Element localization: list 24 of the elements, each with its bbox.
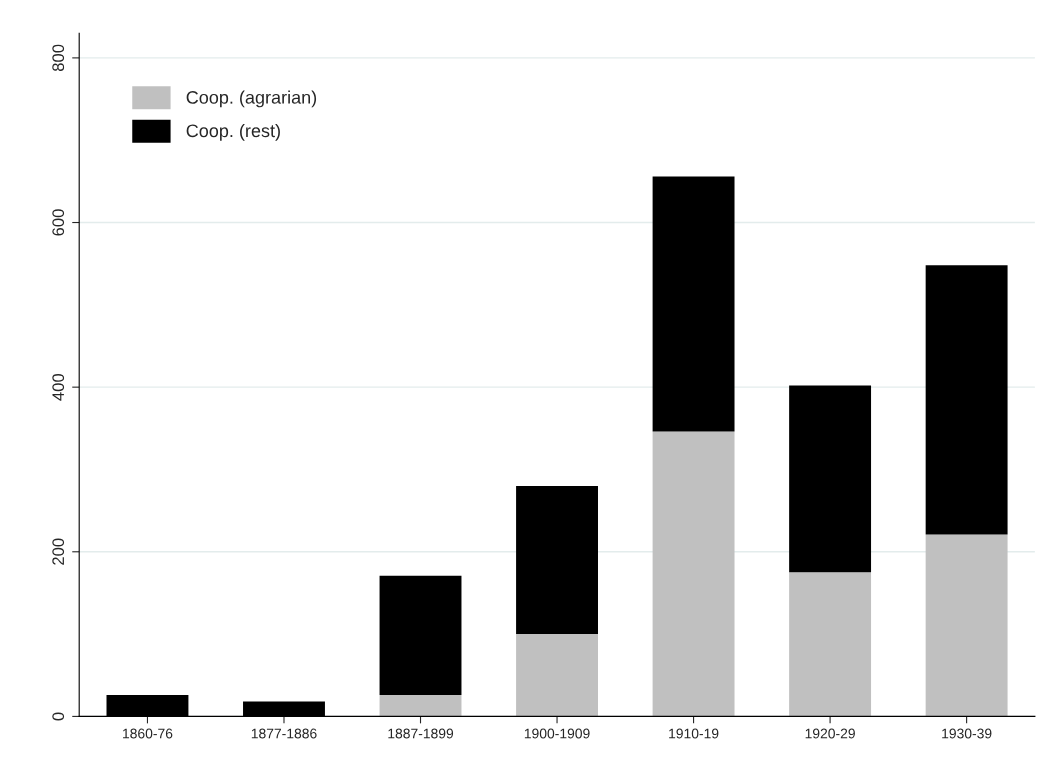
bar	[516, 634, 598, 717]
x-tick-label: 1910-19	[669, 728, 719, 739]
y-tick-label: 400	[52, 373, 65, 401]
x-tick-label: 1860-76	[123, 728, 173, 739]
bar	[925, 534, 1008, 717]
y-tick-label: 200	[52, 538, 65, 565]
bar	[652, 176, 735, 432]
bar	[379, 575, 462, 696]
x-tick-label: 1930-39	[942, 728, 992, 739]
x-tick-label: 1887-1899	[388, 728, 454, 739]
y-tick-label: 600	[52, 209, 65, 236]
x-tick-label: 1920-29	[805, 728, 855, 739]
bar	[379, 695, 462, 717]
y-tick-label: 800	[52, 44, 65, 72]
y-tick-label: 0	[52, 712, 65, 721]
x-tick-label: 1877-1886	[251, 728, 317, 739]
bar	[925, 265, 1008, 535]
legend-label: Coop. (rest)	[186, 123, 280, 141]
bar	[652, 431, 735, 717]
x-tick-label: 1900-1909	[524, 728, 590, 739]
bar	[789, 572, 872, 717]
bar	[516, 485, 598, 635]
legend-label: Coop. (agrarian)	[186, 90, 317, 108]
bar	[789, 385, 872, 573]
